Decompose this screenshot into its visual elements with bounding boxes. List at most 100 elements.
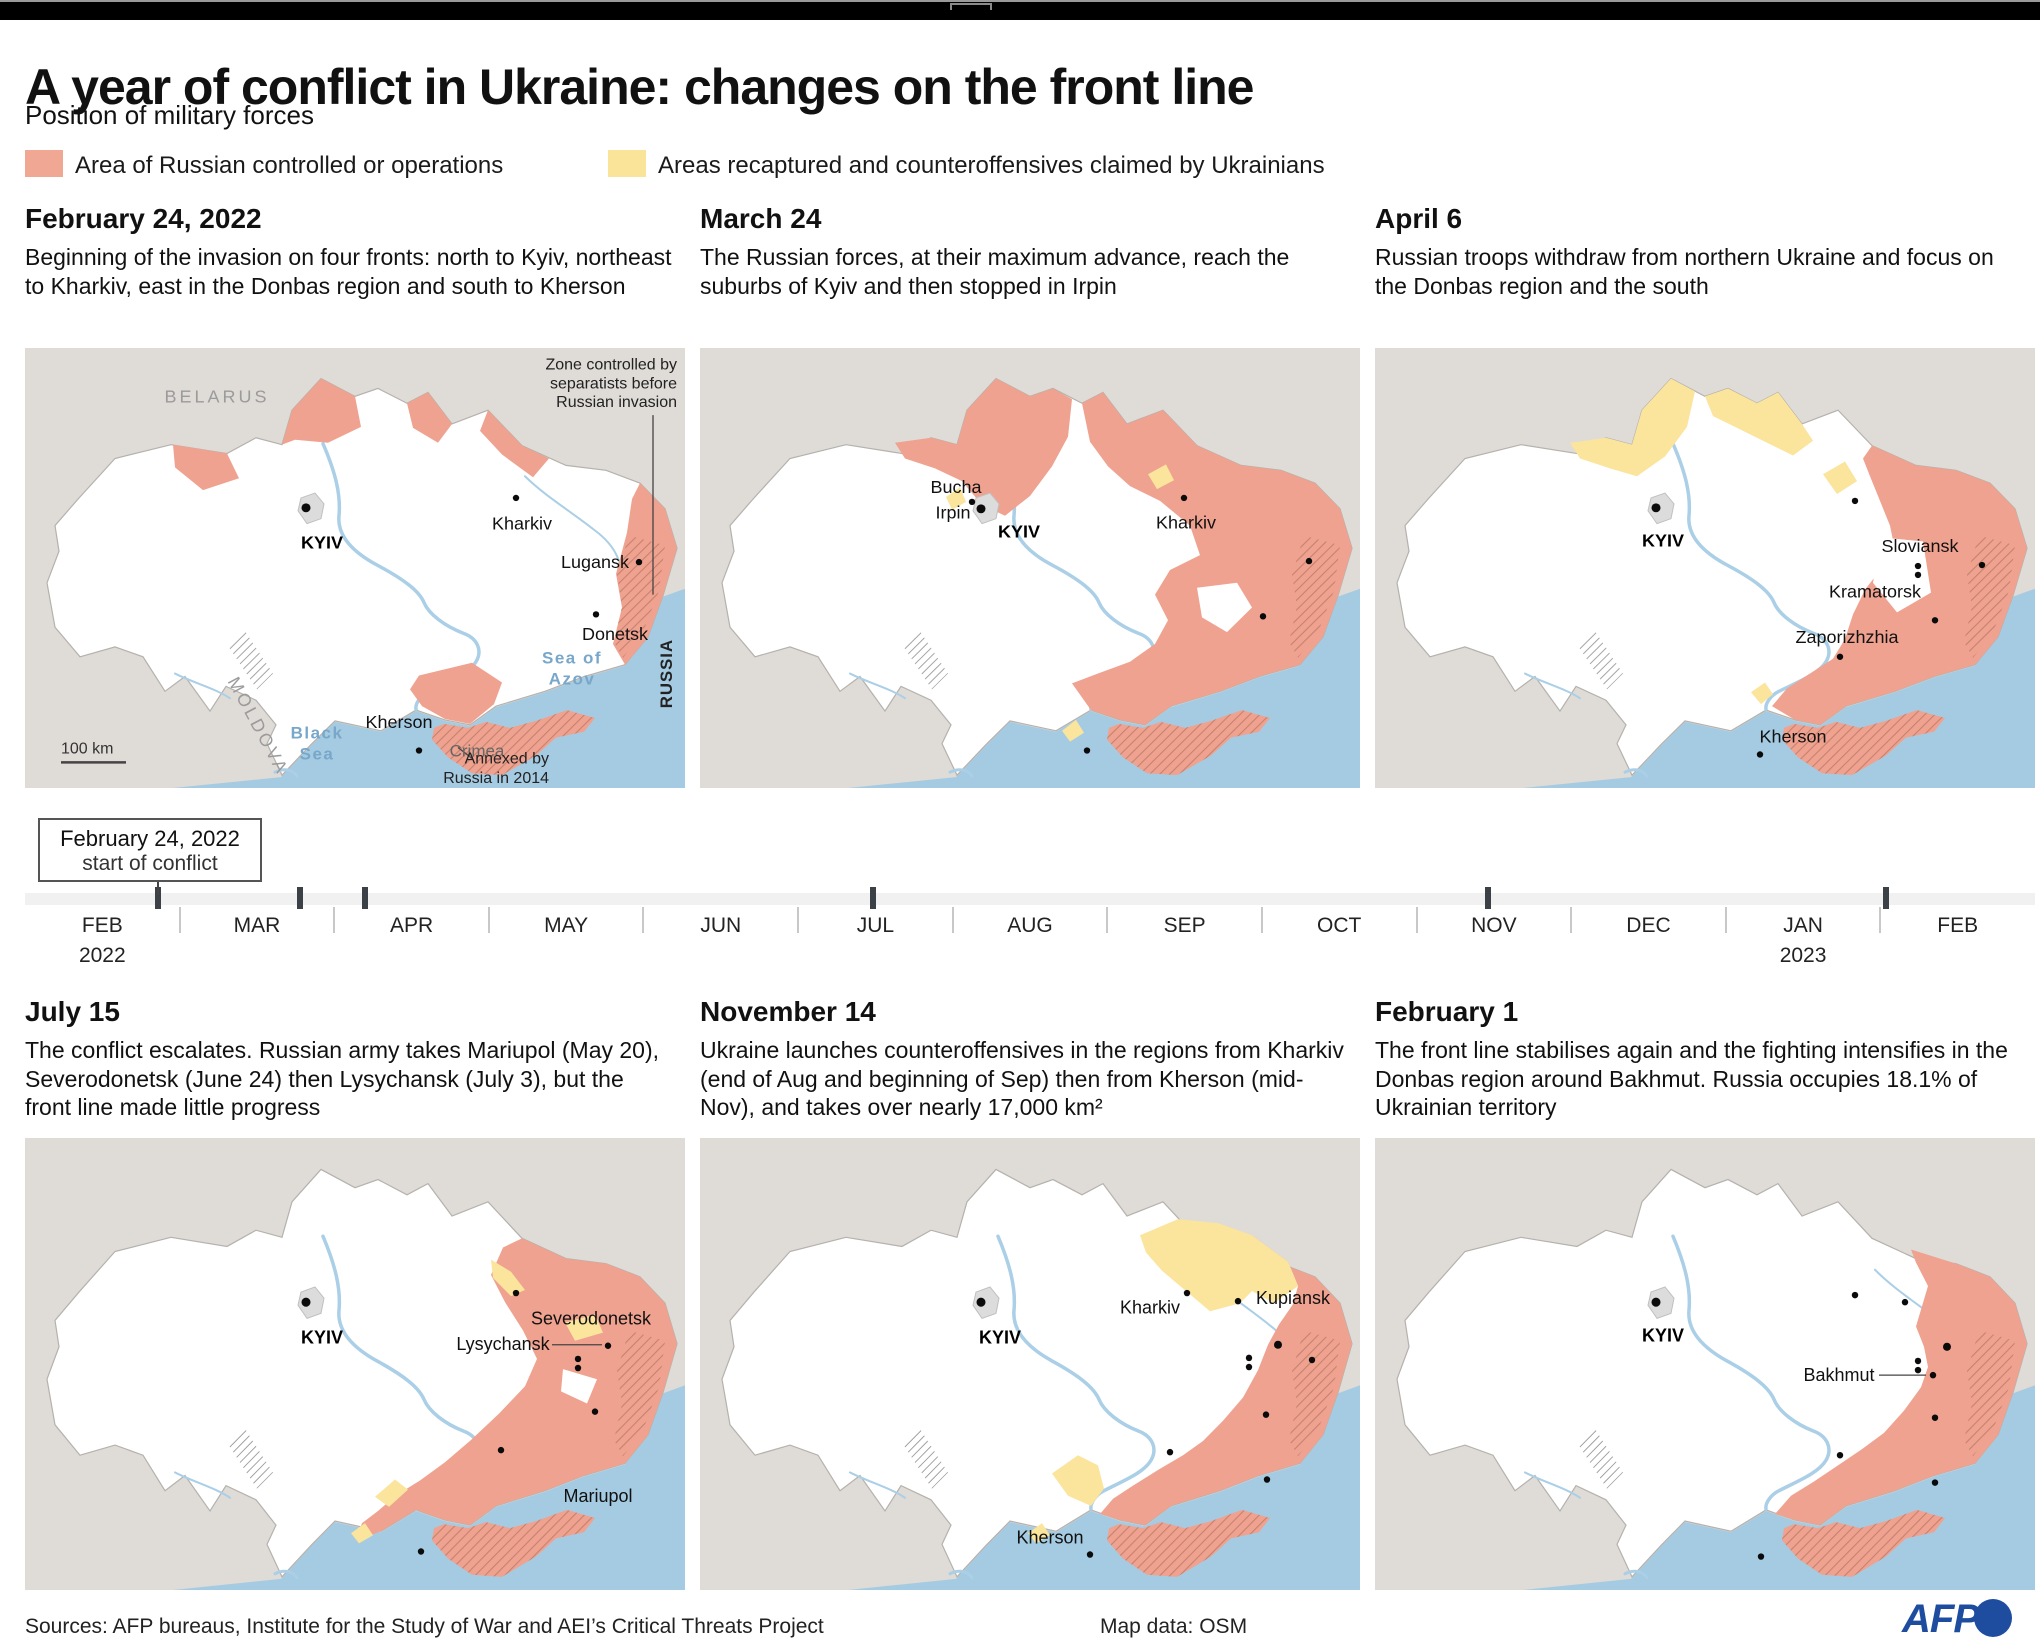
- city-dot: [1851, 1291, 1859, 1299]
- kyiv-city-shape: [297, 1286, 325, 1320]
- event-date-tick: [361, 887, 368, 909]
- timeline-bar: [25, 893, 2035, 905]
- map-label-crimea: Crimea: [450, 742, 505, 761]
- event-date-tick: [870, 887, 877, 909]
- map-label-russia: RUSSIA: [657, 639, 676, 708]
- city-dot: [1978, 561, 1986, 569]
- map-july-15: KYIV Severodonetsk Lysychansk Mariupol: [25, 1138, 685, 1590]
- sea-area: [173, 1385, 685, 1590]
- city-dot: [1914, 571, 1922, 579]
- map-label-kharkiv: Kharkiv: [1120, 1297, 1180, 1317]
- map-label-zone-controlled-by: Zone controlled by: [546, 357, 678, 374]
- timeline-month-4: JUN: [700, 914, 742, 937]
- map-label-belarus: BELARUS: [165, 386, 270, 406]
- russian-controlled-area: [1100, 1235, 1352, 1526]
- map-label-mariupol: Mariupol: [564, 1486, 633, 1506]
- city-dot: [512, 1289, 520, 1297]
- russian-controlled-area: [410, 662, 502, 724]
- timeline-month-8: OCT: [1317, 914, 1362, 937]
- city-dot: [497, 1446, 505, 1454]
- city-dot: [1180, 494, 1188, 502]
- city-dot: [1943, 1342, 1951, 1351]
- russian-controlled-area: [480, 410, 549, 478]
- map-svg-november-14: KYIV Kharkiv Kupiansk Kherson: [700, 1138, 1360, 1590]
- city-dot: [1929, 1371, 1937, 1379]
- separatist-zone-hatch: [1964, 535, 2015, 658]
- recaptured-area: [565, 1314, 603, 1341]
- city-dot: [1931, 617, 1939, 624]
- sea-area: [1523, 588, 2035, 788]
- recaptured-area: [1705, 388, 1813, 456]
- map-label-kyiv: KYIV: [301, 532, 343, 552]
- russian-controlled-area: [1775, 1249, 2027, 1526]
- city-dot: [301, 1297, 311, 1307]
- window-top-bar: [0, 0, 2040, 20]
- city-dot: [1836, 653, 1844, 660]
- city-dot: [968, 498, 976, 506]
- month-boundary-tick: [1879, 907, 1882, 933]
- recaptured-area: [1823, 461, 1857, 495]
- map-label-kupiansk: Kupiansk: [1256, 1288, 1331, 1308]
- city-dot: [1931, 1414, 1939, 1421]
- city-dot: [1259, 613, 1267, 620]
- map-label-kyiv: KYIV: [979, 1328, 1021, 1348]
- city-dot: [1166, 1448, 1174, 1456]
- map-february-24-2022: BELARUS MOLDOVA RUSSIA KYIV Kharkiv Lugansk Do…: [25, 348, 685, 788]
- recaptured-area: [1570, 378, 1695, 477]
- map-label-kyiv: KYIV: [998, 522, 1040, 542]
- map-label-sea: Sea: [300, 744, 335, 763]
- legend-swatch-russian: [25, 150, 63, 177]
- map-data-note: Map data: OSM: [1100, 1615, 1248, 1638]
- event-date-tick: [1883, 887, 1890, 909]
- kyiv-city-shape: [1647, 492, 1675, 525]
- timeline-month-10: DEC: [1626, 914, 1671, 937]
- month-boundary-tick: [1570, 907, 1573, 933]
- map-svg-july-15: KYIV Severodonetsk Lysychansk Mariupol: [25, 1138, 685, 1590]
- city-dot: [574, 1364, 582, 1372]
- city-dot: [976, 1297, 986, 1307]
- event-date-tick: [297, 887, 304, 909]
- leader-line: [457, 747, 473, 759]
- month-boundary-tick: [1106, 907, 1109, 933]
- map-label-sloviansk: Sloviansk: [1882, 536, 1959, 556]
- panel-date-july-15: July 15: [25, 996, 120, 1027]
- city-dot: [1305, 557, 1313, 565]
- russian-controlled-area: [895, 378, 1072, 516]
- kyiv-city-shape: [972, 1286, 1000, 1320]
- panel-description-november-14: Ukraine launches counteroffensives in th…: [700, 1037, 1344, 1121]
- timeline-month-0: FEB: [81, 914, 123, 937]
- panel-date-february-24-2022: February 24, 2022: [25, 203, 262, 234]
- timeline-month-11: JAN: [1783, 914, 1823, 937]
- map-november-14: KYIV Kharkiv Kupiansk Kherson: [700, 1138, 1360, 1590]
- city-dot: [1914, 562, 1922, 570]
- city-dot: [1308, 1356, 1316, 1364]
- city-dot: [1851, 497, 1859, 505]
- map-label-lugansk: Lugansk: [561, 552, 629, 572]
- kyiv-city-shape: [972, 492, 1000, 525]
- panel-date-march-24: March 24: [700, 203, 822, 234]
- month-boundary-tick: [487, 907, 490, 933]
- map-svg-march-24: Bucha Irpin KYIV Kharkiv: [700, 348, 1360, 788]
- event-date-tick: [154, 887, 161, 909]
- map-label-black: Black: [291, 724, 344, 743]
- timeline-callout: February 24, 2022 start of conflict: [38, 818, 262, 882]
- city-dot: [1756, 751, 1764, 758]
- map-label-russian-invasion: Russian invasion: [556, 394, 677, 411]
- timeline-month-1: MAR: [233, 914, 281, 937]
- timeline-month-7: SEP: [1163, 914, 1206, 937]
- panel-description-february-1: The front line stabilises again and the …: [1375, 1037, 2008, 1121]
- recaptured-area: [1148, 464, 1174, 490]
- city-dot: [1234, 1297, 1242, 1305]
- city-dot: [301, 503, 311, 513]
- afp-logo-text: AFP: [1902, 1597, 1980, 1641]
- city-dot: [635, 558, 643, 566]
- page-title: A year of conflict in Ukraine: changes o…: [25, 58, 1254, 115]
- panel-description-february-24-2022: Beginning of the invasion on four fronts…: [25, 244, 672, 299]
- map-svg-april-6: KYIV Sloviansk Kramatorsk Zaporizhzhia Khers…: [1375, 348, 2035, 788]
- city-dot: [415, 747, 423, 754]
- russian-controlled-area: [356, 1238, 677, 1541]
- russian-controlled-area: [1072, 392, 1352, 725]
- month-boundary-tick: [797, 907, 800, 933]
- legend-label: Area of Russian controlled or operations: [75, 152, 504, 179]
- city-dot: [417, 1548, 425, 1555]
